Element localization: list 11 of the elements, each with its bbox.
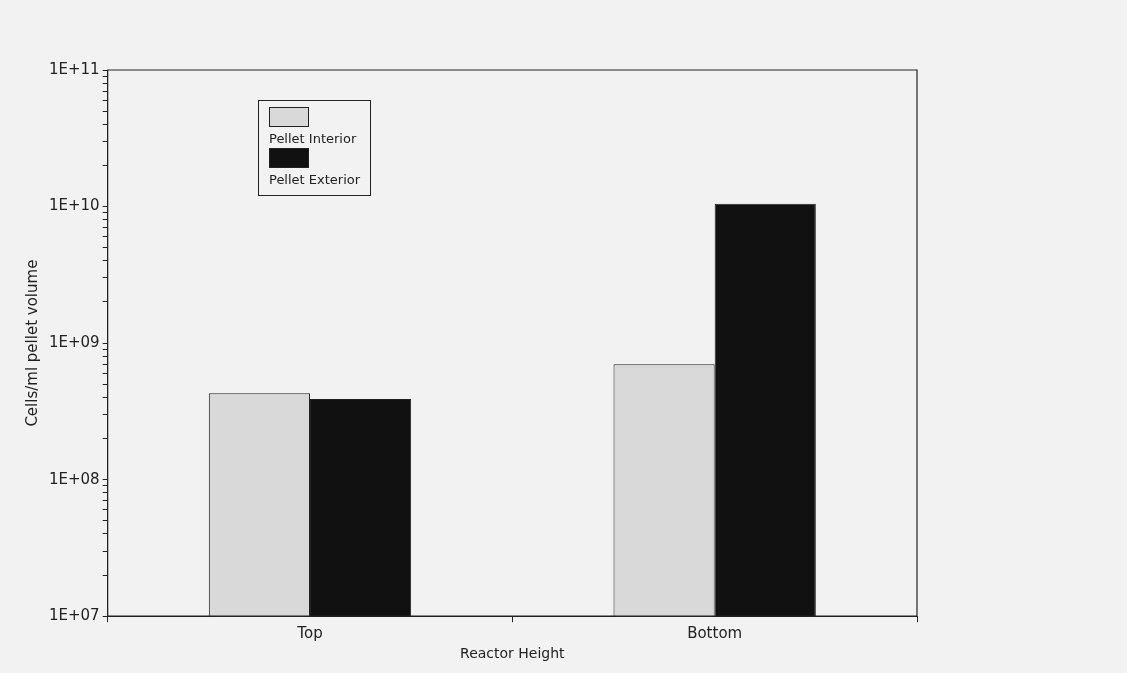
y-tick-label: 1E+08	[48, 469, 100, 488]
y-tick-label: 1E+11	[48, 59, 100, 78]
legend-label: Pellet Exterior	[269, 172, 361, 187]
y-tick-label: 1E+09	[48, 332, 100, 351]
x-tick-label: Top	[296, 624, 323, 643]
y-tick-label: 1E+10	[48, 196, 100, 215]
x-axis-title: Reactor Height	[460, 645, 566, 662]
y-tick-label: 1E+07	[48, 606, 100, 625]
y-axis-title: Cells/ml pellet volume	[22, 259, 41, 427]
legend-label: Pellet Interior	[269, 131, 358, 146]
x-tick-label: Bottom	[687, 624, 743, 643]
